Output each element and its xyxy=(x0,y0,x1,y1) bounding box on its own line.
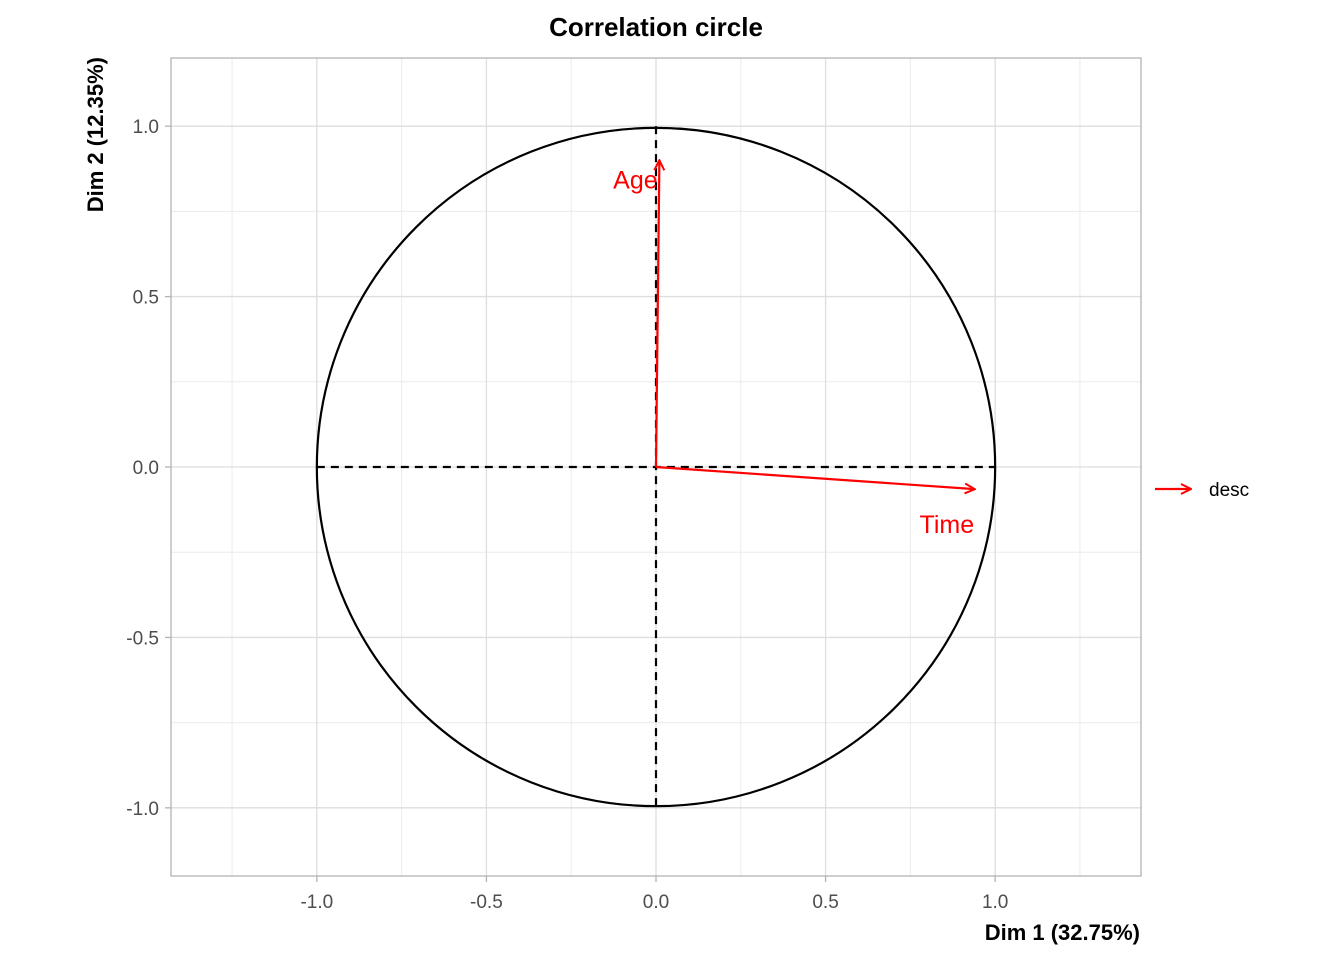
y-tick-label: -0.5 xyxy=(126,628,159,649)
x-tick-label: 0.0 xyxy=(643,892,669,913)
x-tick-label: 1.0 xyxy=(982,892,1008,913)
label-age: Age xyxy=(613,166,657,194)
unit-circle xyxy=(315,126,997,808)
label-time: Time xyxy=(919,511,974,539)
y-tick-label: 0.0 xyxy=(133,458,159,479)
arrow-time xyxy=(655,465,975,489)
x-tick-label: 0.5 xyxy=(812,892,838,913)
x-tick-label: -0.5 xyxy=(470,892,503,913)
y-axis-title: Dim 2 (12.35%) xyxy=(83,57,108,212)
arrow-age xyxy=(656,160,659,468)
x-tick-label: -1.0 xyxy=(300,892,333,913)
legend-label: desc xyxy=(1209,480,1249,501)
legend: desc xyxy=(1155,480,1249,501)
variable-labels: Age Time xyxy=(613,166,974,539)
variable-arrows xyxy=(656,160,975,489)
y-tick-label: -1.0 xyxy=(126,799,159,820)
y-tick-label: 1.0 xyxy=(133,117,159,138)
x-axis-ticks: -1.0 -0.5 0.0 0.5 1.0 xyxy=(300,876,1008,913)
y-axis-ticks: -1.0 -0.5 0.0 0.5 1.0 xyxy=(126,117,171,820)
y-tick-label: 0.5 xyxy=(133,288,159,309)
chart-title: Correlation circle xyxy=(549,12,763,42)
x-axis-title: Dim 1 (32.75%) xyxy=(985,920,1140,945)
